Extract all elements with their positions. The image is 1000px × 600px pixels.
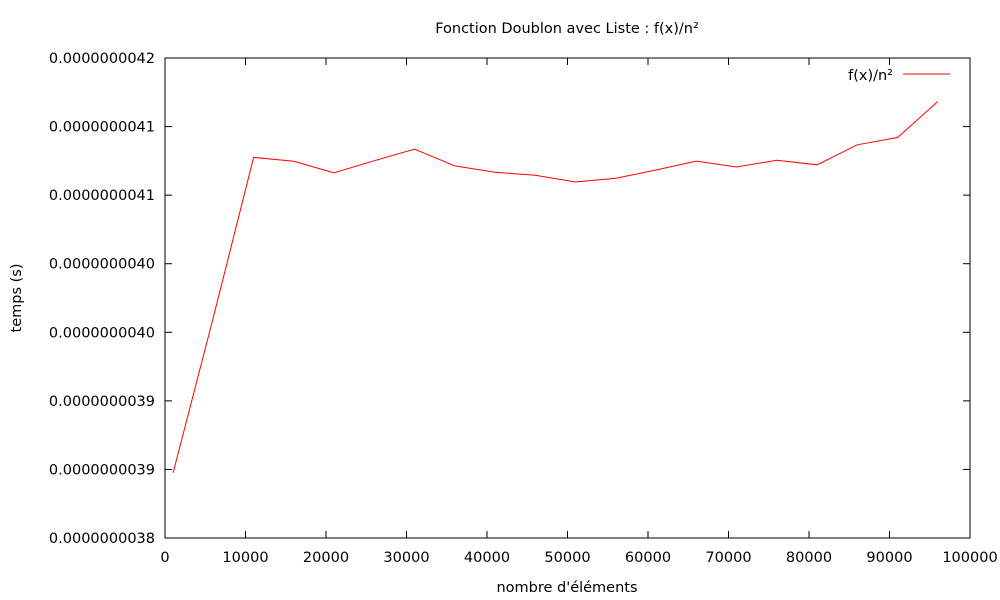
y-tick-label: 0.0000000041 — [49, 188, 155, 204]
x-tick-label: 40000 — [464, 550, 510, 566]
y-tick-label: 0.0000000040 — [49, 325, 155, 341]
x-tick-label: 90000 — [866, 550, 912, 566]
x-tick-label: 20000 — [303, 550, 349, 566]
y-tick-label: 0.0000000041 — [49, 120, 155, 136]
x-tick-label: 30000 — [383, 550, 429, 566]
x-tick-label: 60000 — [625, 550, 671, 566]
x-tick-label: 80000 — [786, 550, 832, 566]
x-tick-label: 100000 — [942, 550, 997, 566]
x-tick-label: 70000 — [705, 550, 751, 566]
y-tick-label: 0.0000000038 — [49, 531, 155, 547]
chart-title: Fonction Doublon avec Liste : f(x)/n² — [435, 21, 699, 37]
y-axis: 0.0000000038 0.0000000039 0.0000000039 0.00… — [49, 51, 970, 547]
y-tick-label: 0.0000000042 — [49, 51, 155, 67]
y-tick-label: 0.0000000039 — [49, 462, 155, 478]
legend-label: f(x)/n² — [848, 68, 893, 84]
y-axis-title: temps (s) — [9, 264, 25, 333]
y-tick-label: 0.0000000039 — [49, 394, 155, 410]
x-tick-label: 10000 — [222, 550, 268, 566]
series-layer — [172, 101, 939, 474]
x-axis: 0 10000 20000 30000 40000 50000 60000 70000 8000… — [160, 58, 998, 566]
y-tick-label: 0.0000000040 — [49, 257, 155, 273]
x-tick-label: 50000 — [544, 550, 590, 566]
series-line-0 — [172, 101, 939, 474]
plot-frame — [164, 57, 971, 539]
x-tick-label: 0 — [160, 550, 169, 566]
x-axis-title: nombre d'éléments — [496, 580, 637, 596]
legend: f(x)/n² — [848, 68, 950, 84]
